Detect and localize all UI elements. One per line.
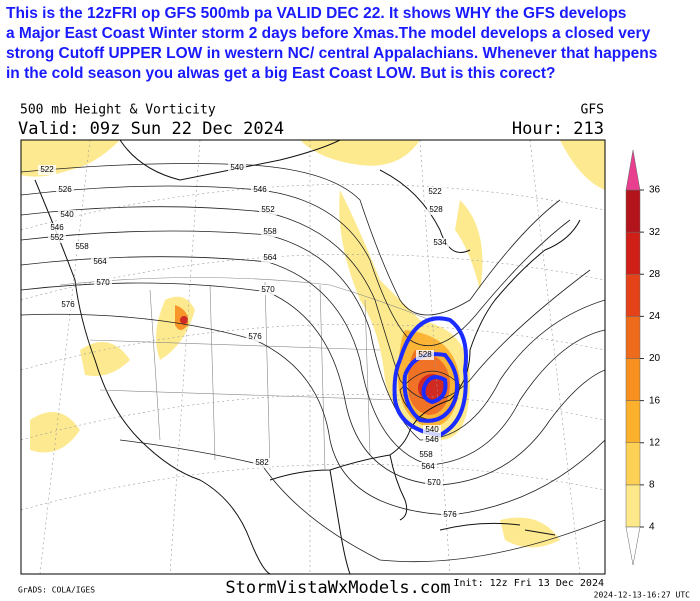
colorbar-segment [625,358,641,401]
map: 5225265405465525585645705765405465525585… [21,140,605,574]
contour-label-bg [431,238,449,248]
contour-label: 552 [50,233,64,242]
colorbar-tick-label: 20 [649,353,661,364]
contour-label: 522 [428,187,442,196]
contour-label: 528 [429,205,443,214]
colorbar-segment [625,484,641,528]
contour-label-bg [253,458,271,468]
contour-label: 528 [418,350,432,359]
contour-label-bg [58,210,76,220]
contour-labels: 5225265405465525585645705765405465525585… [38,163,459,520]
contour-label: 558 [263,227,277,236]
colorbar: 4 8 12 16 20 24 28 32 36 [625,149,661,566]
contour-label-bg [48,223,66,233]
contour-label: 546 [253,185,267,194]
contour-label-bg [59,300,77,310]
contour-label: 576 [248,332,262,341]
contour-label: 570 [261,285,275,294]
contour-label-bg [416,350,434,360]
height-contours [21,163,605,563]
contour-label-bg [73,242,91,252]
colorbar-segment [625,442,641,486]
model-label: GFS [581,103,604,118]
colorbar-tick-label: 12 [649,437,661,448]
contour-label: 558 [75,242,89,251]
annotation: This is the 12zFRI op GFS 500mb pa VALID… [6,4,696,84]
contour-label: 552 [261,205,275,214]
map-frame [20,139,606,575]
contour-label-bg [425,478,443,488]
contour-label-bg [426,187,444,197]
contour-label-bg [427,205,445,215]
stamp-label: 2024-12-13-16:27 UTC [594,591,691,600]
contour-label: 570 [427,478,441,487]
colorbar-under [625,526,641,566]
annotation-line: a Major East Coast Winter storm 2 days b… [6,25,651,42]
annotation-line: This is the 12zFRI op GFS 500mb pa VALID… [6,5,627,22]
contour-label: 564 [263,253,277,262]
contour-label: 526 [58,185,72,194]
contour-label-bg [441,510,459,520]
colorbar-tick-label: 36 [649,185,661,196]
contour-label-bg [423,425,441,435]
annotation-line: strong Cutoff UPPER LOW in western NC/ c… [6,45,658,62]
colorbar-tick-label: 28 [649,269,661,280]
coastlines [34,140,581,574]
contour-label: 564 [93,257,107,266]
colorbar-segment [625,400,641,443]
contour-label: 558 [419,450,433,459]
borders [59,277,431,471]
contour-label: 522 [40,165,54,174]
valid-label: Valid: 09z Sun 22 Dec 2024 [18,119,284,139]
colorbar-segment [625,189,641,233]
contour-label-bg [417,450,435,460]
contour-label-bg [259,285,277,295]
colorbar-tick-label: 8 [649,480,655,491]
contour-label-bg [56,185,74,195]
colorbar-tick-label: 32 [649,227,661,238]
contour-label-bg [423,435,441,445]
product-label: 500 mb Height & Vorticity [20,103,216,118]
contour-label-bg [246,332,264,342]
contour-label-bg [228,163,246,173]
credit-label: GrADS: COLA/IGES [18,586,95,595]
contour-label-bg [91,257,109,267]
contour-label: 540 [60,210,74,219]
contour-label-bg [419,462,437,472]
contour-label: 534 [433,238,447,247]
contour-label: 576 [61,300,75,309]
colorbar-segment [625,231,641,275]
colorbar-tick-label: 16 [649,395,661,406]
contour-label-bg [261,227,279,237]
site-label: StormVistaWxModels.com [225,578,450,598]
contour-label: 576 [443,510,457,519]
contour-label-bg [261,253,279,263]
contour-label: 564 [421,462,435,471]
contour-label: 546 [50,223,64,232]
colorbar-tick-label: 24 [649,311,661,322]
graticule [21,140,605,574]
contour-label: 570 [96,278,110,287]
contour-label-bg [38,165,56,175]
colorbar-over [625,149,641,191]
annotation-line: in the cold season you alwas get a big E… [6,65,556,82]
colorbar-tick-label: 4 [649,522,655,533]
contour-label: 540 [230,163,244,172]
hour-label: Hour: 213 [512,119,604,139]
contour-label: 582 [255,458,269,467]
contour-label: 546 [425,435,439,444]
contour-label-bg [94,278,112,288]
init-label: Init: 12z Fri 13 Dec 2024 [453,578,604,589]
contour-label: 540 [425,425,439,434]
colorbar-segment [625,274,641,317]
contour-label-bg [48,233,66,243]
contour-label-bg [251,185,269,195]
colorbar-segment [625,316,641,359]
contour-label-bg [259,205,277,215]
